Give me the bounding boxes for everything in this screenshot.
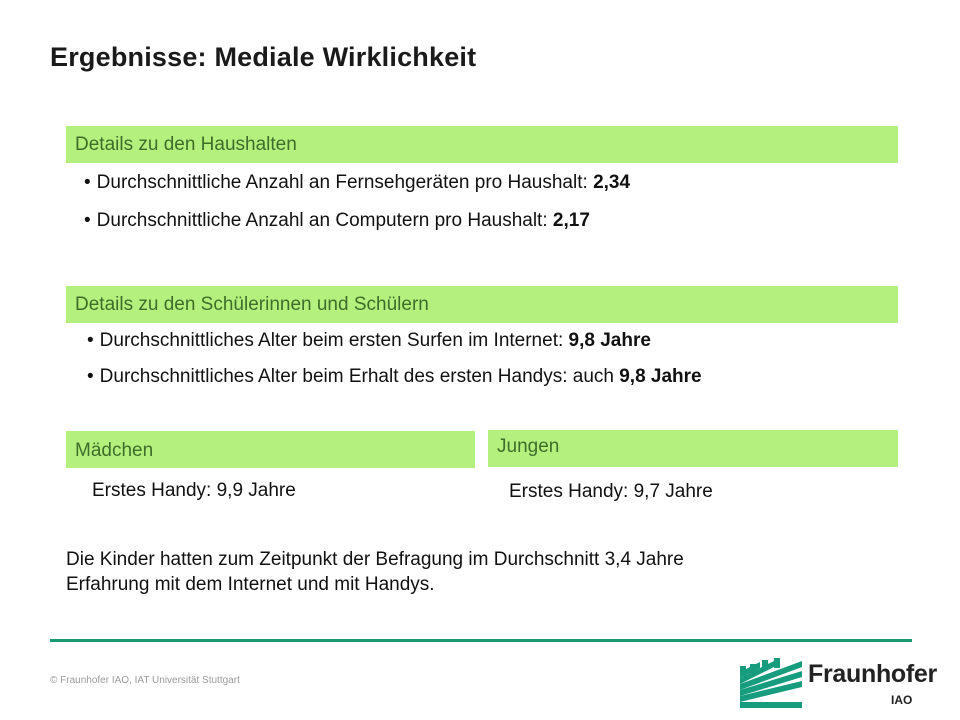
bullet-value: 9,8 Jahre bbox=[568, 330, 651, 351]
bullet-value: 9,8 Jahre bbox=[619, 366, 702, 387]
jungen-handy-text: Erstes Handy: 9,7 Jahre bbox=[509, 481, 713, 502]
bullet-dot: • bbox=[87, 366, 94, 387]
bullet-text: Durchschnittliche Anzahl an Computern pr… bbox=[96, 210, 553, 231]
bullet-value: 2,34 bbox=[593, 172, 631, 193]
summary-paragraph: Die Kinder hatten zum Zeitpunkt der Befr… bbox=[66, 547, 886, 597]
footer-divider bbox=[50, 639, 912, 642]
maedchen-handy-text: Erstes Handy: 9,9 Jahre bbox=[92, 480, 296, 501]
section-header-schueler: Details zu den Schülerinnen und Schülern bbox=[66, 286, 898, 323]
summary-line-1: Die Kinder hatten zum Zeitpunkt der Befr… bbox=[66, 549, 684, 570]
bullet-dot: • bbox=[84, 210, 91, 231]
logo-institute: IAO bbox=[891, 693, 913, 707]
logo-wordmark: Fraunhofer bbox=[808, 660, 937, 688]
summary-line-2: Erfahrung mit dem Internet und mit Handy… bbox=[66, 574, 435, 595]
bullet-text: Durchschnittliches Alter beim Erhalt des… bbox=[99, 366, 620, 387]
page-title: Ergebnisse: Mediale Wirklichkeit bbox=[50, 42, 477, 72]
bullet-dot: • bbox=[87, 330, 94, 351]
bullet-value: 2,17 bbox=[552, 210, 590, 231]
section-header-maedchen: Mädchen bbox=[66, 431, 475, 468]
fraunhofer-logo: Fraunhofer IAO bbox=[740, 656, 937, 712]
bullet-dot: • bbox=[84, 172, 91, 193]
bullet-text: Durchschnittliches Alter beim ersten Sur… bbox=[99, 330, 569, 351]
section-header-haushalte: Details zu den Haushalten bbox=[66, 126, 898, 163]
bullet-computer: • Durchschnittliche Anzahl an Computern p… bbox=[84, 210, 590, 232]
fraunhofer-logo-icon bbox=[740, 658, 802, 708]
section-header-jungen: Jungen bbox=[488, 430, 898, 467]
bullet-fernsehgeraete: • Durchschnittliche Anzahl an Fernsehgerä… bbox=[84, 172, 630, 194]
bullet-erstes-surfen: • Durchschnittliches Alter beim ersten Su… bbox=[87, 330, 651, 352]
copyright-text: © Fraunhofer IAO, IAT Universität Stuttg… bbox=[50, 675, 240, 686]
bullet-erstes-handy: • Durchschnittliches Alter beim Erhalt de… bbox=[87, 366, 702, 388]
bullet-text: Durchschnittliche Anzahl an Fernsehgerät… bbox=[96, 172, 594, 193]
